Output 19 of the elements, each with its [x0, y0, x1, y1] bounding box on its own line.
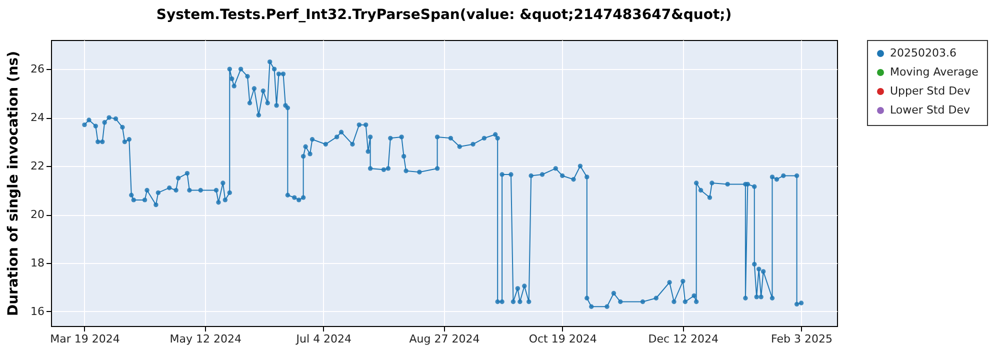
x-tick-label: Jul 4 2024: [295, 332, 352, 346]
x-tick-label: Mar 19 2024: [50, 332, 120, 346]
legend-label: Upper Std Dev: [890, 84, 971, 98]
legend-label: Moving Average: [890, 66, 979, 78]
x-tick-label: Feb 3 2025: [771, 332, 833, 346]
y-axis-title: Duration of single invocation (ns): [6, 50, 22, 316]
y-tick-label: 22: [30, 160, 44, 173]
y-tick-label: 18: [30, 256, 44, 270]
x-tick-label: Dec 12 2024: [648, 332, 719, 346]
x-tick-label: Aug 27 2024: [409, 332, 480, 346]
y-tick-label: 16: [30, 304, 44, 318]
y-tick-label: 20: [30, 208, 44, 222]
y-tick-label: 26: [30, 62, 44, 76]
x-tick-label: Oct 19 2024: [528, 332, 597, 346]
x-tick-label: May 12 2024: [170, 332, 242, 346]
legend-label: 20250203.6: [890, 46, 956, 60]
y-tick-label: 24: [30, 111, 44, 124]
legend-label: Lower Std Dev: [890, 104, 970, 116]
chart-title: System.Tests.Perf_Int32.TryParseSpan(value: &quot;2147483647&quot;): [156, 7, 732, 23]
